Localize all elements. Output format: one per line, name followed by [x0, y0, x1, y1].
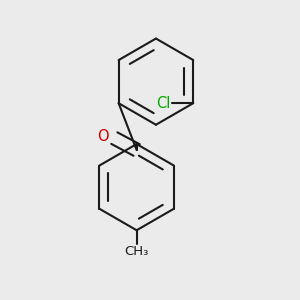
Text: O: O	[98, 129, 109, 144]
Text: Cl: Cl	[157, 96, 171, 111]
Text: CH₃: CH₃	[124, 245, 149, 258]
